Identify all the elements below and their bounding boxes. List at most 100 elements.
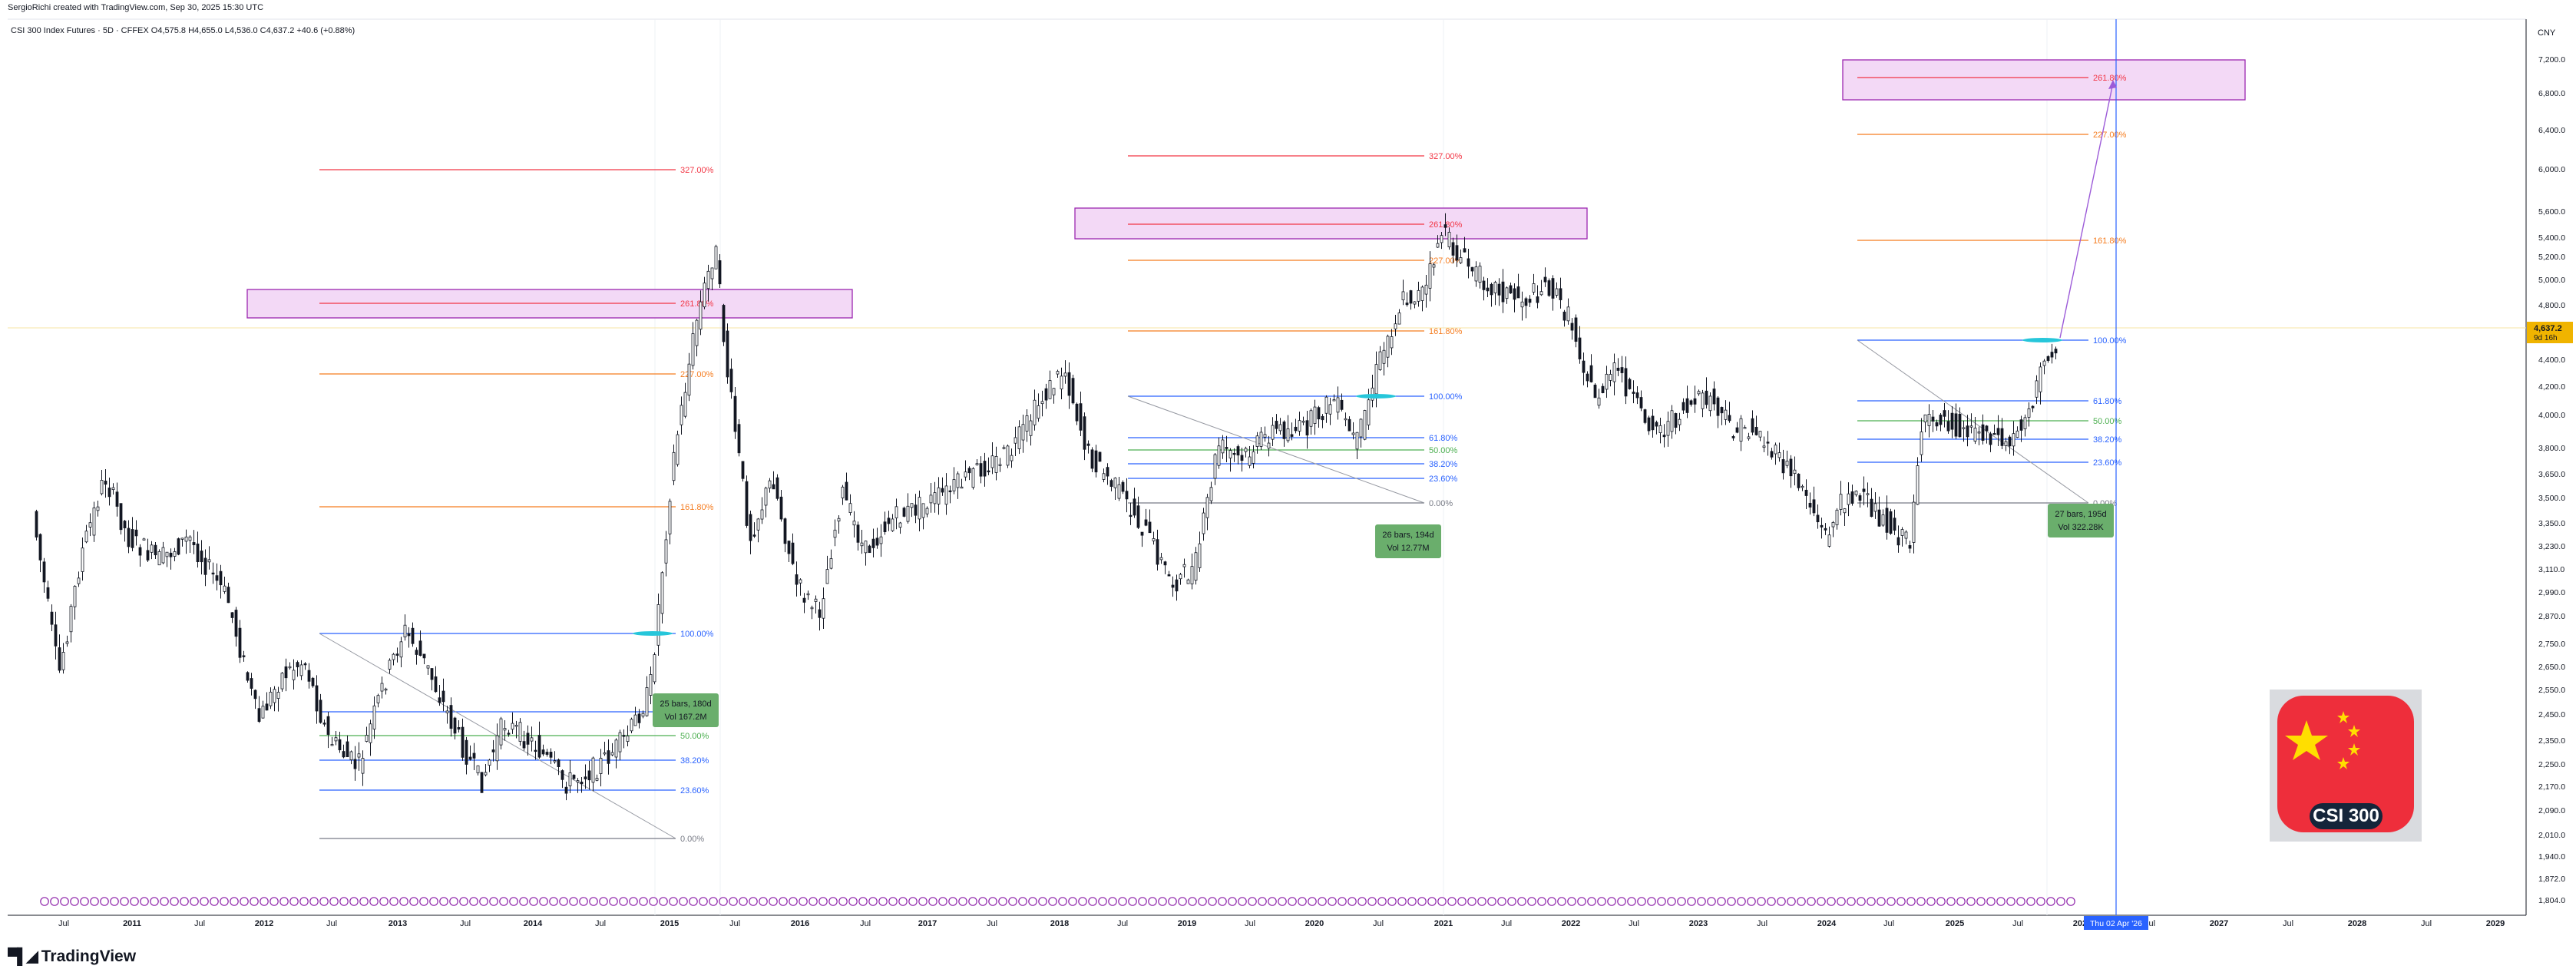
price-tick: 4,800.0 [2538, 301, 2565, 310]
candle-body [415, 650, 418, 655]
event-icon [1068, 897, 1077, 906]
candle-body [576, 780, 580, 783]
cursor-time-tag [2084, 916, 2148, 930]
candle-body [722, 305, 726, 342]
candle-body [795, 574, 799, 585]
candle-body [871, 538, 875, 548]
event-icon [1517, 897, 1526, 906]
candle-body [603, 752, 607, 755]
candle-body [1056, 371, 1060, 375]
event-icon [968, 897, 977, 906]
event-icon [190, 897, 199, 906]
candle-body [296, 662, 299, 667]
time-tick: Jul [2012, 919, 2023, 928]
time-tick: Jul [1501, 919, 1512, 928]
candle-body [227, 587, 230, 604]
candle-body [814, 598, 818, 602]
event-icon [2046, 897, 2055, 906]
event-icon [509, 897, 518, 906]
candle-body [1931, 416, 1935, 422]
candle-body [710, 267, 714, 279]
candle-body [1562, 311, 1566, 321]
event-icon [988, 897, 997, 906]
candle-body [342, 751, 346, 758]
event-icon [1647, 897, 1656, 906]
measure-bars: 26 bars, 194d [1382, 531, 1433, 540]
candle-body [906, 505, 910, 522]
candle-body [349, 751, 353, 760]
event-icon [559, 897, 568, 906]
fib-extensions[interactable]: 327.00% 261.80% 227.00% 161.80% 100.00% 61.80… [319, 74, 2127, 844]
candle-body [1705, 390, 1708, 405]
candle-body [1854, 491, 1858, 495]
candle-body [1866, 493, 1870, 495]
candle-body [787, 541, 791, 554]
event-icon [1507, 897, 1516, 906]
candle-body [1060, 375, 1063, 389]
candle-body [438, 697, 441, 703]
candle-body [607, 750, 610, 764]
time-tick: Jul [729, 919, 740, 928]
event-icon [1777, 897, 1786, 906]
candle-body [1014, 437, 1017, 444]
candle-body [242, 655, 246, 657]
time-tick: Jul [1245, 919, 1255, 928]
candle-body [760, 509, 764, 520]
tradingview-logo[interactable]: ▀▌◢ TradingView [8, 947, 136, 966]
candle-body [948, 490, 952, 493]
price-axis[interactable]: CNY 7,200.0 6,800.0 6,400.0 6,000.0 5,600.0 5,… [2527, 28, 2573, 905]
event-icon [90, 897, 99, 906]
event-icon [699, 897, 708, 906]
candle-body [384, 688, 388, 691]
candle-body [1413, 301, 1417, 305]
candle-body [1332, 399, 1336, 402]
candle-body [1075, 403, 1079, 422]
candle-body [1920, 432, 1923, 455]
candle-body [568, 772, 572, 786]
price-tick: 1,804.0 [2538, 896, 2565, 905]
candle-body [488, 759, 491, 766]
candle-body [580, 781, 584, 785]
candle-body [1309, 410, 1313, 427]
price-tick: 3,800.0 [2538, 444, 2565, 453]
candle-body [1067, 372, 1071, 396]
candle-body [2015, 430, 2019, 438]
event-icon [250, 897, 259, 906]
symbol-info[interactable]: CSI 300 Index Futures · 5D · CFFEX O4,57… [11, 26, 355, 35]
candle-body [115, 491, 119, 507]
time-axis[interactable]: Jul 2011 Jul 2012 Jul 2013 Jul 2014 Jul 2015 Jul 20… [58, 916, 2505, 930]
candle-body [1950, 412, 1954, 430]
candle-body [1747, 436, 1751, 439]
event-icon [1278, 897, 1287, 906]
candle-body [875, 537, 879, 546]
event-icon [419, 897, 428, 906]
time-tick: Jul [2421, 919, 2432, 928]
price-tick: 2,650.0 [2538, 663, 2565, 672]
candle-body [1685, 398, 1689, 413]
candle-body [1559, 288, 1562, 300]
symbol-name[interactable]: CSI 300 Index Futures · 5D · CFFEX [11, 26, 149, 35]
event-icon [888, 897, 898, 906]
candle-body [772, 484, 775, 490]
candle-body [1762, 445, 1766, 448]
fib-level-label: 227.00% [2093, 131, 2127, 140]
event-icon [1088, 897, 1097, 906]
candle-body [1324, 396, 1328, 414]
candle-body [2042, 360, 2046, 366]
candle-body [1908, 545, 1912, 549]
event-icon [1158, 897, 1167, 906]
candle-body [161, 547, 165, 564]
time-tick: 2020 [1305, 919, 1324, 928]
candle-body [1451, 242, 1455, 256]
candle-body [1509, 285, 1513, 294]
candle-body [1900, 529, 1904, 536]
candle-body [1789, 458, 1793, 477]
candle-body [825, 569, 829, 584]
candle-body [553, 760, 557, 762]
candle-body [2031, 405, 2035, 408]
event-icon [469, 897, 478, 906]
candle-body [1117, 484, 1121, 499]
event-icon [389, 897, 398, 906]
candle-body [699, 301, 703, 330]
